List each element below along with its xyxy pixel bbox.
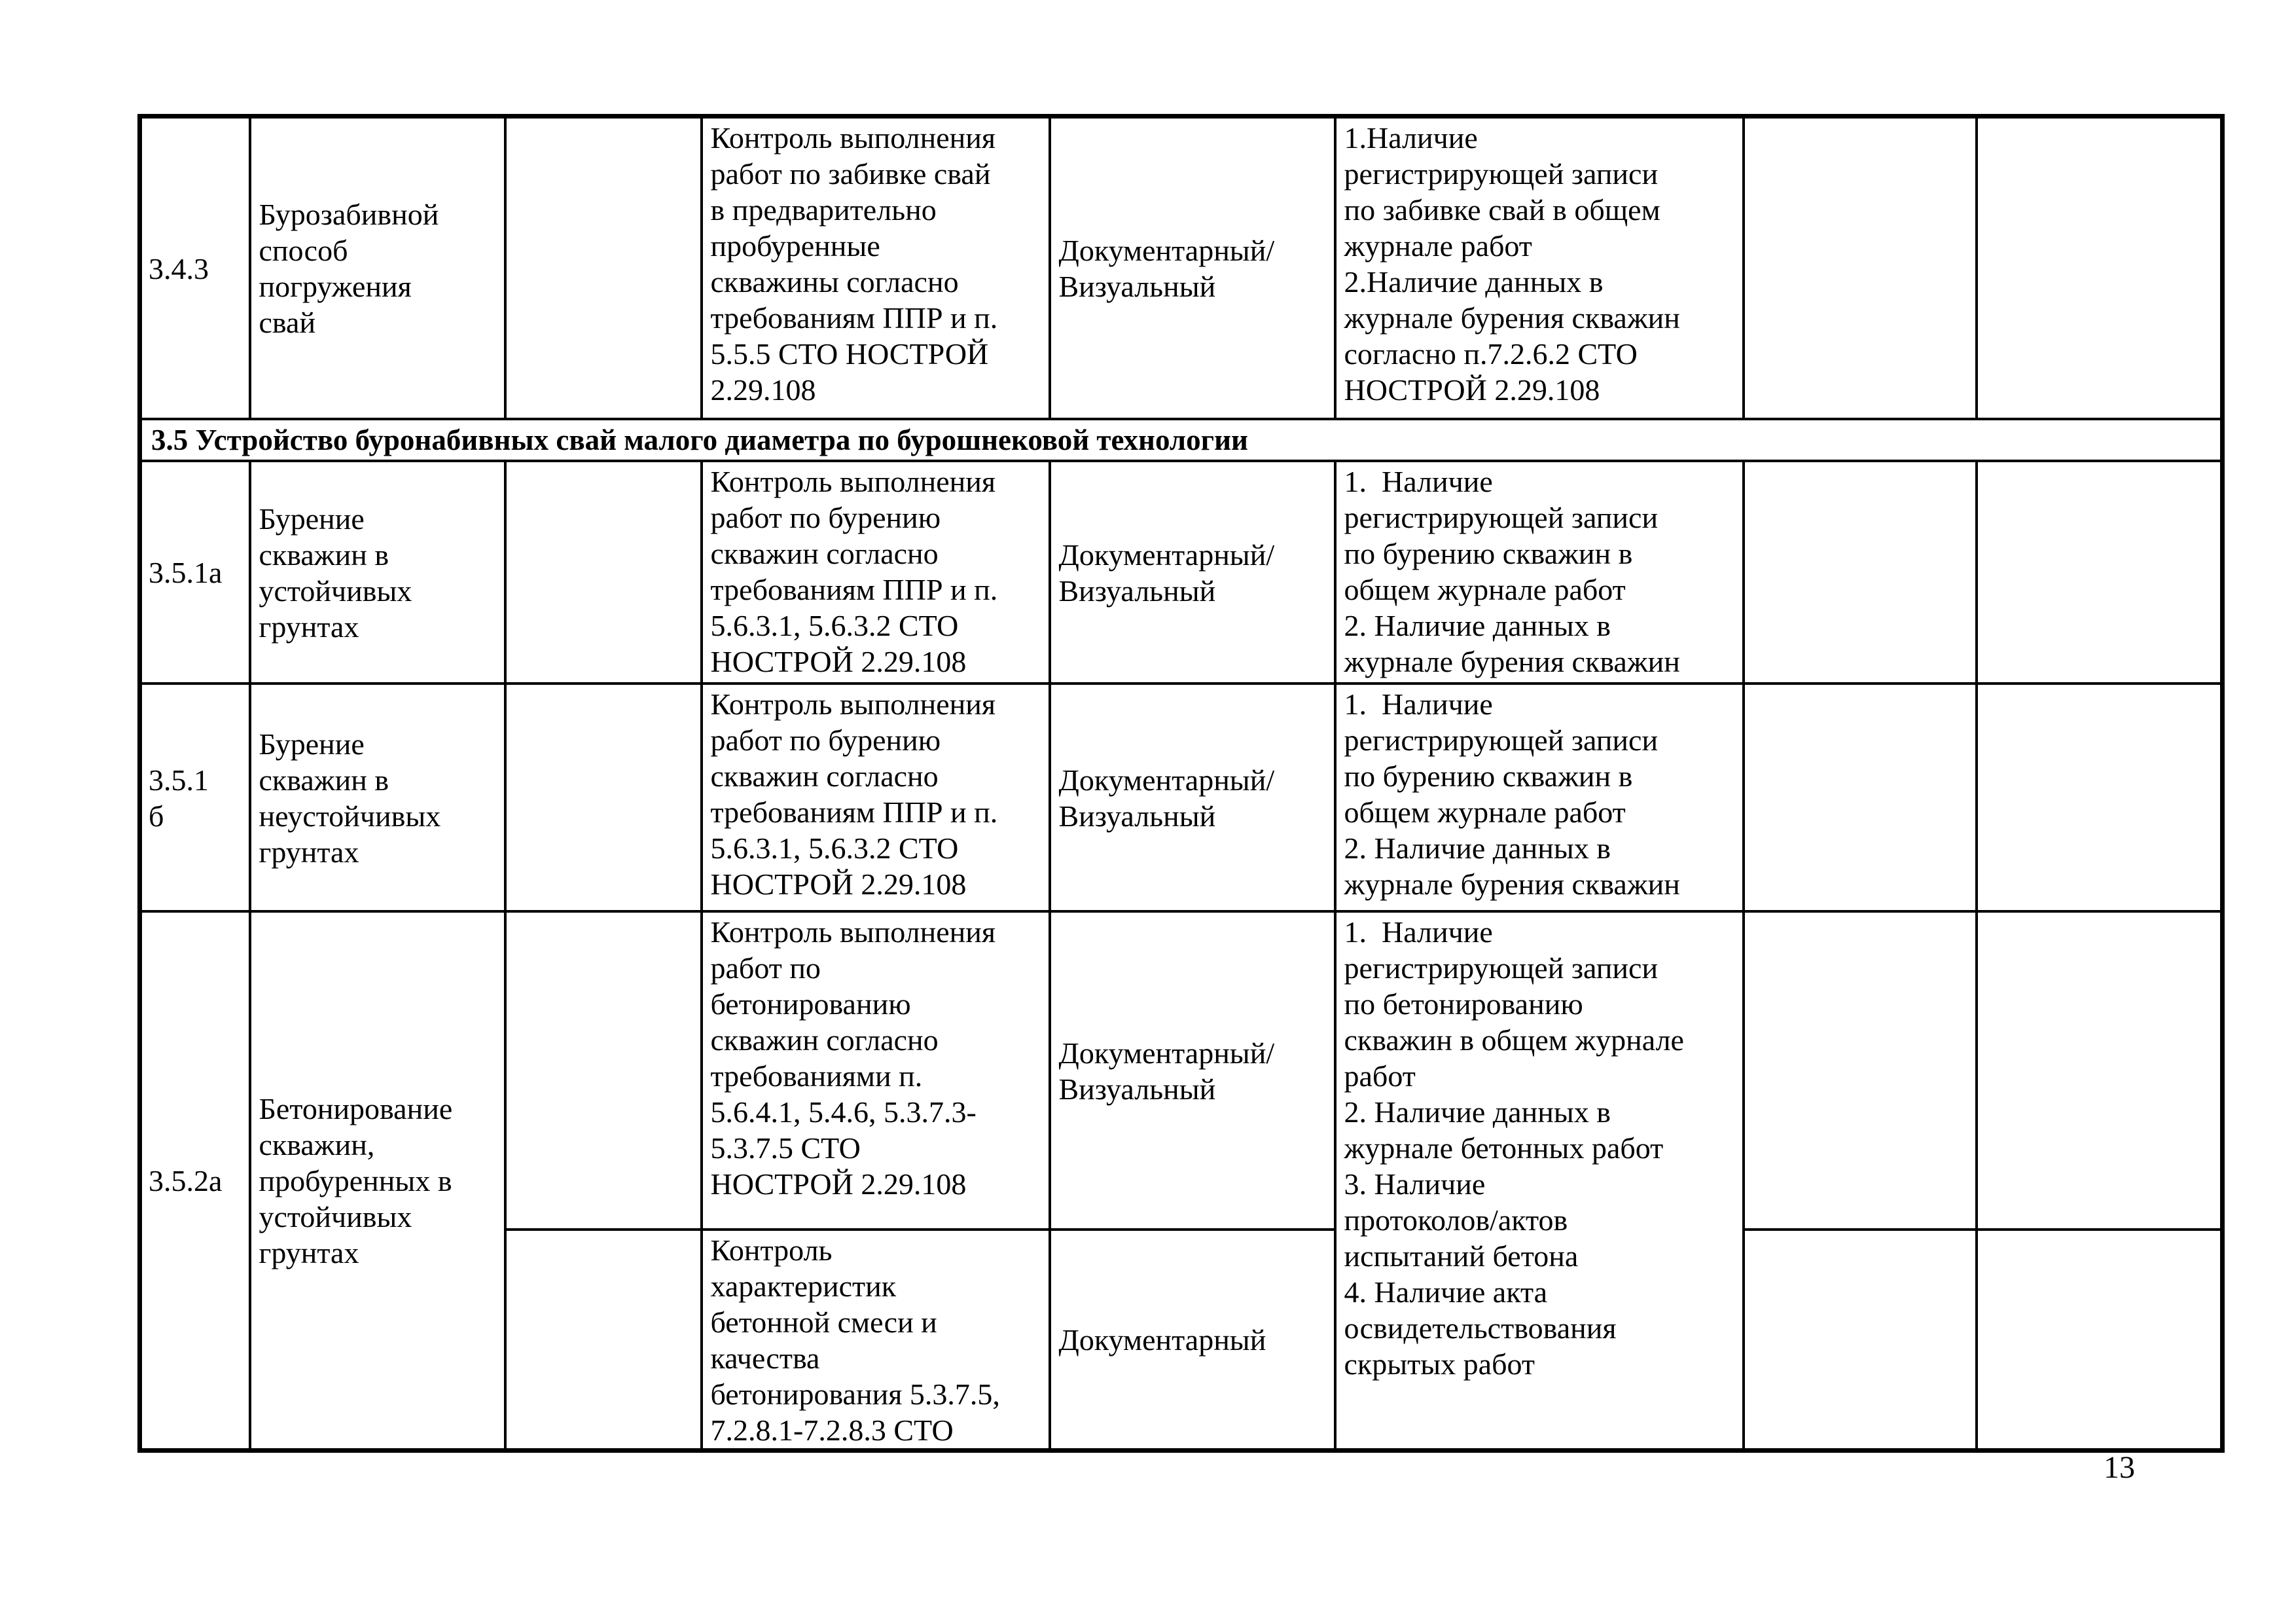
- table-row: 3.5.1 б Бурение скважин в неустойчивых г…: [138, 682, 2224, 913]
- table-row: 3.5.2а Бетонирование скважин, пробуренны…: [138, 909, 2224, 1451]
- section-header: 3.5 Устройство буронабивных свай малого …: [138, 417, 2224, 462]
- empty-cell: [1975, 909, 2224, 1231]
- control-description-cell: Контроль характеристик бетонной смеси и …: [700, 1228, 1051, 1451]
- table-row: 3.5.1а Бурение скважин в устойчивых грун…: [138, 459, 2224, 685]
- empty-cell: [503, 1228, 703, 1451]
- control-description-cell: Контроль выполнения работ по забивке сва…: [700, 115, 1051, 420]
- empty-cell: [1975, 682, 2224, 913]
- empty-cell: [1742, 682, 1978, 913]
- table-row: Контроль характеристик бетонной смеси и …: [140, 1228, 2224, 1451]
- control-result-cell: 1. Наличие регистрирующей записи по буре…: [1333, 682, 1745, 913]
- control-description-cell: Контроль выполнения работ по бетонирован…: [700, 909, 1051, 1231]
- empty-cell: [1742, 909, 1978, 1231]
- control-result-cell: 1. Наличие регистрирующей записи по буре…: [1333, 459, 1745, 685]
- empty-cell: [503, 682, 703, 913]
- control-type-cell: Документарный/ Визуальный: [1048, 909, 1336, 1231]
- control-type-cell: Документарный: [1048, 1228, 1336, 1451]
- control-type-cell: Документарный/ Визуальный: [1048, 682, 1336, 913]
- empty-cell: [1742, 1228, 1978, 1451]
- control-description-cell: Контроль выполнения работ по бурению скв…: [700, 682, 1051, 913]
- quality-control-table: 3.4.3 Бурозабивной способ погружения сва…: [137, 114, 2225, 1453]
- page-number: 13: [2104, 1450, 2135, 1485]
- row-number-cell: 3.5.2а: [138, 909, 251, 1451]
- control-result-cell: 1.Наличие регистрирующей записи по забив…: [1333, 115, 1745, 420]
- empty-cell: [503, 909, 703, 1231]
- row-number-cell: 3.5.1а: [138, 459, 251, 685]
- empty-cell: [1742, 459, 1978, 685]
- empty-cell: [503, 115, 703, 420]
- control-description-cell: Контроль выполнения работ по бурению скв…: [700, 459, 1051, 685]
- empty-cell: [1742, 115, 1978, 420]
- control-type-cell: Документарный/ Визуальный: [1048, 459, 1336, 685]
- empty-cell: [1975, 459, 2224, 685]
- table-row: 3.4.3 Бурозабивной способ погружения сва…: [138, 115, 2224, 420]
- control-result-cell: 1. Наличие регистрирующей записи по бето…: [1333, 909, 1745, 1451]
- row-number-cell: 3.5.1 б: [138, 682, 251, 913]
- empty-cell: [1975, 1228, 2224, 1451]
- control-type-cell: Документарный/ Визуальный: [1048, 115, 1336, 420]
- work-item-cell: Бурозабивной способ погружения свай: [248, 115, 507, 420]
- empty-cell: [503, 459, 703, 685]
- work-item-cell: Бурение скважин в устойчивых грунтах: [248, 459, 507, 685]
- empty-cell: [1975, 115, 2224, 420]
- work-item-cell: Бетонирование скважин, пробуренных в уст…: [248, 909, 507, 1451]
- section-header-row: 3.5 Устройство буронабивных свай малого …: [138, 417, 2224, 462]
- work-item-cell: Бурение скважин в неустойчивых грунтах: [248, 682, 507, 913]
- row-number-cell: 3.4.3: [138, 115, 251, 420]
